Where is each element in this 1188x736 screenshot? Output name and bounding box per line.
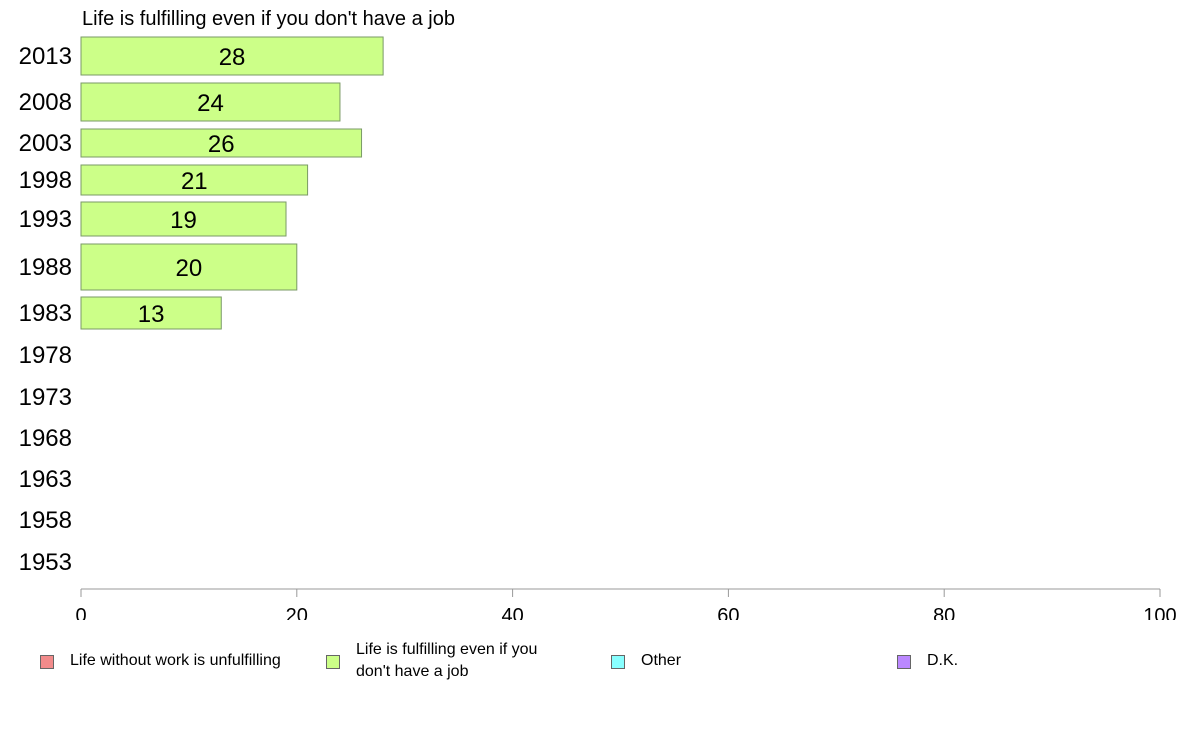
- legend-swatch: [897, 655, 911, 669]
- y-tick-label: 1978: [19, 342, 72, 369]
- legend-label: Life is fulfilling even if you don't hav…: [356, 641, 538, 680]
- bar: [80, 82, 341, 122]
- legend-swatch: [611, 655, 625, 669]
- bar-value-label: 21: [181, 168, 208, 195]
- x-tick-label: 20: [286, 605, 308, 620]
- y-tick-label: 1988: [19, 254, 72, 281]
- legend-label: Other: [641, 652, 682, 669]
- bar-value-label: 13: [138, 301, 165, 328]
- y-tick-label: 2013: [19, 43, 72, 70]
- legend-item-life-is-fulfilling: Life is fulfilling even if you don't hav…: [326, 639, 546, 683]
- bar-chart: Life is fulfilling even if you don't hav…: [19, 8, 1177, 620]
- y-tick-label: 2003: [19, 130, 72, 157]
- y-tick-label: 1953: [19, 549, 72, 576]
- bar: [80, 201, 287, 237]
- legend-label: Life without work is unfulfilling: [70, 652, 281, 669]
- legend: Life without work is unfulfilling Life i…: [0, 636, 1188, 696]
- legend-swatch: [40, 655, 54, 669]
- bar: [80, 128, 363, 158]
- x-axis: 0 20 40 60 80 100: [75, 588, 1177, 620]
- x-tick-label: 0: [75, 605, 86, 620]
- legend-item-other: Other: [611, 650, 681, 672]
- y-tick-label: 1958: [19, 507, 72, 534]
- y-tick-label: 1963: [19, 466, 72, 493]
- legend-swatch: [326, 655, 340, 669]
- chart-title: Life is fulfilling even if you don't hav…: [82, 8, 455, 30]
- y-axis-labels: 2013 2008 2003 1998 1993 1988 1983 1978 1973 1968…: [19, 43, 72, 576]
- x-tick-label: 100: [1143, 605, 1176, 620]
- y-tick-label: 1998: [19, 167, 72, 194]
- bar: [80, 164, 309, 196]
- bar-value-label: 26: [208, 131, 235, 158]
- legend-label: D.K.: [927, 652, 959, 669]
- y-tick-label: 1993: [19, 206, 72, 233]
- x-tick-label: 40: [501, 605, 523, 620]
- bar: [80, 36, 384, 76]
- x-tick-label: 80: [933, 605, 955, 620]
- bar-value-label: 19: [170, 207, 197, 234]
- bar-value-label: 24: [197, 90, 224, 117]
- legend-item-life-without-work: Life without work is unfulfilling: [40, 650, 320, 672]
- bar: [80, 296, 222, 330]
- y-tick-label: 1983: [19, 300, 72, 327]
- bar-value-label: 20: [176, 255, 203, 282]
- y-tick-label: 1973: [19, 384, 72, 411]
- bar: [80, 243, 298, 291]
- y-tick-label: 2008: [19, 89, 72, 116]
- x-tick-label: 60: [717, 605, 739, 620]
- legend-item-dk: D.K.: [897, 650, 958, 672]
- y-tick-label: 1968: [19, 425, 72, 452]
- bar-value-label: 28: [219, 44, 246, 71]
